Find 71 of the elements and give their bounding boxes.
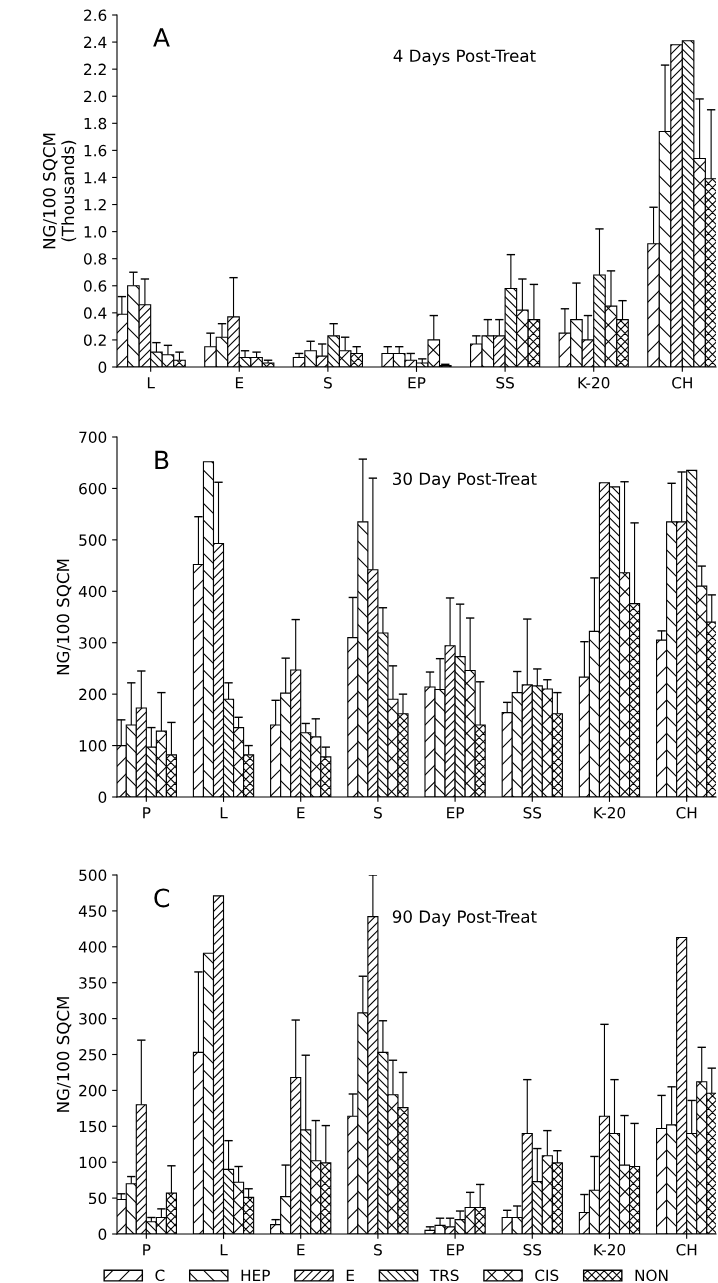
y-tick-label: 0.6 xyxy=(83,280,107,292)
y-tick-label: 0.8 xyxy=(83,253,107,265)
x-tick-label: S xyxy=(324,376,332,389)
text: 4 Days Post-Treat xyxy=(393,49,536,66)
y-tick-label: 250 xyxy=(79,1048,107,1061)
y-tick-label: 300 xyxy=(79,637,107,649)
y-tick-label: 700 xyxy=(79,431,107,444)
y-axis-title: NG/100 SQCM xyxy=(56,559,72,675)
x-tick-label: E xyxy=(297,807,305,819)
x-tick-label: K-20 xyxy=(594,806,626,819)
x-tick-label: K-20 xyxy=(594,1243,626,1256)
y-tick-label: 0.4 xyxy=(83,307,107,319)
y-tick-label: 600 xyxy=(79,482,107,495)
x-tick-label: EP xyxy=(447,807,465,819)
y-tick-label: 0 xyxy=(98,361,107,374)
legend-label: TRS xyxy=(429,1269,459,1282)
x-tick-label: CH xyxy=(672,376,692,389)
y-tick-label: 100 xyxy=(79,1156,107,1169)
y-tick-label: 0 xyxy=(98,791,107,804)
annotation: C xyxy=(154,888,170,908)
y-tick-label: 1.8 xyxy=(84,117,107,130)
legend-label: HEP xyxy=(241,1269,270,1281)
x-tick-label: L xyxy=(220,807,228,819)
y-tick-label: 450 xyxy=(78,905,107,917)
annotation: A xyxy=(153,28,170,47)
x-tick-label: EP xyxy=(408,377,426,389)
x-tick-label: S xyxy=(374,1243,382,1256)
y-axis-title: NG/100 SQCM (Thousands) xyxy=(42,133,77,249)
y-tick-label: 350 xyxy=(79,977,107,989)
x-tick-label: S xyxy=(374,806,382,819)
x-tick-label: SS xyxy=(496,376,514,389)
y-tick-label: 2.0 xyxy=(84,90,107,103)
y-tick-label: 0 xyxy=(98,1228,107,1241)
y-tick-label: 2.6 xyxy=(84,9,107,22)
x-tick-label: P xyxy=(143,1244,151,1256)
y-tick-label: 1.4 xyxy=(84,172,107,184)
y-tick-label: 200 xyxy=(79,688,107,701)
y-tick-label: 2.4 xyxy=(84,36,107,48)
x-tick-label: E xyxy=(297,1244,305,1256)
y-tick-label: 300 xyxy=(79,1013,107,1025)
y-tick-label: 1.6 xyxy=(84,144,107,157)
legend-label: CIS xyxy=(535,1269,559,1282)
y-tick-label: 400 xyxy=(78,941,107,953)
x-tick-label: SS xyxy=(523,1243,542,1256)
text: 90 Day Post-Treat xyxy=(392,910,537,927)
y-tick-label: 150 xyxy=(79,1120,107,1133)
y-tick-label: 500 xyxy=(79,869,107,882)
x-tick-label: P xyxy=(143,807,151,819)
y-tick-label: 400 xyxy=(78,585,107,598)
x-tick-label: L xyxy=(220,1244,228,1256)
y-tick-label: 500 xyxy=(79,534,107,546)
legend-label: C xyxy=(155,1269,165,1282)
legend-label: NON xyxy=(635,1269,668,1282)
x-tick-label: CH xyxy=(676,806,697,819)
y-tick-label: 1.0 xyxy=(84,226,107,238)
y-tick-label: 50 xyxy=(89,1192,107,1205)
y-tick-label: 200 xyxy=(79,1084,107,1097)
x-tick-label: E xyxy=(235,377,244,389)
x-tick-label: EP xyxy=(447,1244,465,1256)
annotation: B xyxy=(155,450,169,470)
y-axis-title: NG/100 SQCM xyxy=(56,997,72,1112)
y-tick-label: 1.2 xyxy=(84,199,106,211)
x-tick-label: K-20 xyxy=(578,376,610,389)
x-tick-label: SS xyxy=(523,806,542,819)
text: 30 Day Post-Treat xyxy=(393,472,537,489)
x-tick-label: L xyxy=(147,377,155,389)
y-tick-label: 100 xyxy=(79,740,107,752)
y-tick-label: 2.2 xyxy=(84,63,106,75)
x-tick-label: CH xyxy=(676,1243,697,1256)
y-tick-label: 0.2 xyxy=(83,334,106,346)
legend-label: E xyxy=(346,1269,354,1281)
